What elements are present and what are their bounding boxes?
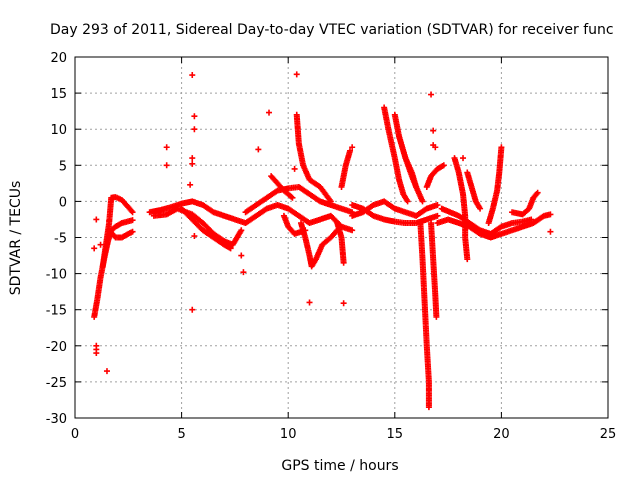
data-point <box>434 212 441 219</box>
y-tick-label: -10 <box>46 268 67 283</box>
outlier-point <box>293 71 300 78</box>
outlier-point <box>430 127 437 134</box>
outlier-point <box>291 165 298 172</box>
data-point <box>477 205 484 212</box>
data-point <box>238 227 245 234</box>
y-tick-label: -15 <box>46 304 67 319</box>
data-point <box>340 259 347 266</box>
y-axis-label: SDTVAR / TECUs <box>8 181 24 296</box>
data-point <box>528 216 535 223</box>
outlier-point <box>93 216 100 223</box>
data-point <box>227 245 234 252</box>
data-point <box>547 211 554 218</box>
outlier-point <box>191 233 198 240</box>
data-point <box>404 198 411 205</box>
x-axis-label: GPS time / hours <box>281 458 398 474</box>
x-tick-label: 15 <box>387 427 404 442</box>
outlier-point <box>106 217 113 224</box>
outlier-point <box>189 306 196 313</box>
data-point <box>534 189 541 196</box>
data-points <box>91 71 554 411</box>
data-point <box>498 144 505 151</box>
data-point <box>302 227 309 234</box>
y-tick-label: 15 <box>50 87 67 102</box>
outlier-point <box>238 252 245 259</box>
data-point <box>440 162 447 169</box>
data-point <box>434 202 441 209</box>
data-point <box>289 194 296 201</box>
outlier-point <box>189 160 196 167</box>
outlier-point <box>103 368 110 375</box>
y-tick-label: 10 <box>50 123 67 138</box>
outlier-point <box>163 144 170 151</box>
outlier-point <box>97 241 104 248</box>
x-tick-label: 0 <box>71 427 79 442</box>
y-tick-label: 20 <box>50 51 67 66</box>
outlier-point <box>163 162 170 169</box>
data-point <box>327 198 334 205</box>
outlier-point <box>349 144 356 151</box>
outlier-point <box>460 155 467 162</box>
y-tick-label: -30 <box>46 412 67 427</box>
y-tick-label: 5 <box>59 159 67 174</box>
x-tick-label: 5 <box>177 427 185 442</box>
outlier-point <box>266 109 273 116</box>
outlier-point <box>187 181 194 188</box>
outlier-point <box>191 126 198 133</box>
outlier-point <box>428 91 435 98</box>
chart-title: Day 293 of 2011, Sidereal Day-to-day VTE… <box>50 22 614 38</box>
outlier-point <box>189 72 196 79</box>
y-tick-label: -20 <box>46 340 67 355</box>
outlier-point <box>191 113 198 120</box>
x-tick-label: 10 <box>280 427 297 442</box>
outlier-point <box>340 300 347 307</box>
data-point <box>347 147 354 154</box>
outlier-point <box>547 228 554 235</box>
axis-ticks: 0 5 10 15 20 25 -30 -25 -20 -15 -10 -5 0 5 10 15 20 <box>46 51 617 442</box>
data-point <box>349 227 356 234</box>
data-point <box>419 198 426 205</box>
data-point <box>464 256 471 263</box>
outlier-point <box>93 346 100 353</box>
outlier-point <box>91 245 98 252</box>
data-point <box>433 313 440 320</box>
outlier-point <box>189 155 196 162</box>
x-tick-label: 20 <box>493 427 510 442</box>
data-point <box>129 217 136 224</box>
outlier-point <box>432 144 439 151</box>
y-tick-label: -25 <box>46 376 67 391</box>
data-point <box>425 404 432 411</box>
y-tick-label: -5 <box>54 232 67 247</box>
outlier-point <box>240 269 247 276</box>
data-point <box>129 228 136 235</box>
outlier-point <box>306 299 313 306</box>
data-point <box>129 209 136 216</box>
x-tick-label: 25 <box>600 427 617 442</box>
outlier-point <box>255 146 262 153</box>
y-tick-label: 0 <box>59 195 67 210</box>
